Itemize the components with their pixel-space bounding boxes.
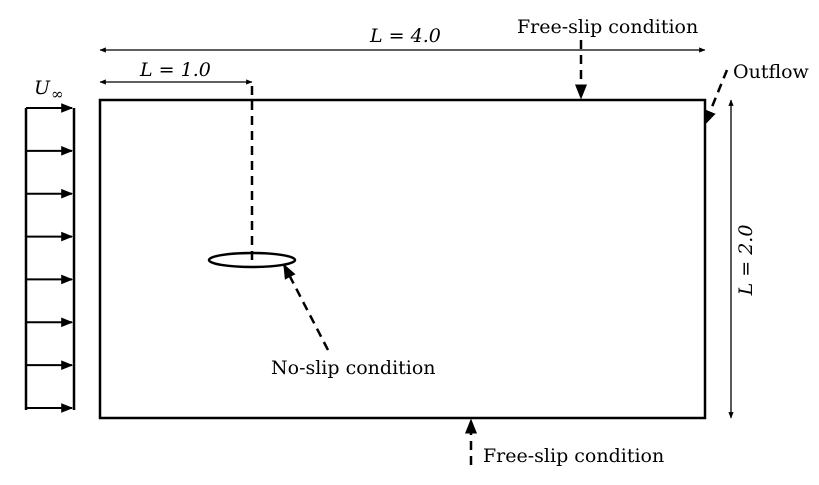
- inflow-profile: [24, 103, 76, 413]
- bottom-boundary-label: Free-slip condition: [483, 445, 664, 467]
- top-boundary-label: Free-slip condition: [517, 16, 698, 38]
- u-inf-label: U∞: [34, 77, 64, 103]
- height-label: L = 2.0: [735, 225, 757, 297]
- length-cylinder-label: L = 1.0: [139, 59, 211, 81]
- domain-rectangle: [98, 98, 707, 420]
- outflow-label: Outflow: [733, 61, 810, 83]
- outflow-pointer: [703, 69, 729, 126]
- no-slip-pointer: [282, 263, 330, 351]
- elliptical-body: [207, 251, 297, 269]
- no-slip-label: No-slip condition: [271, 357, 436, 379]
- length-total-label: L = 4.0: [369, 25, 441, 47]
